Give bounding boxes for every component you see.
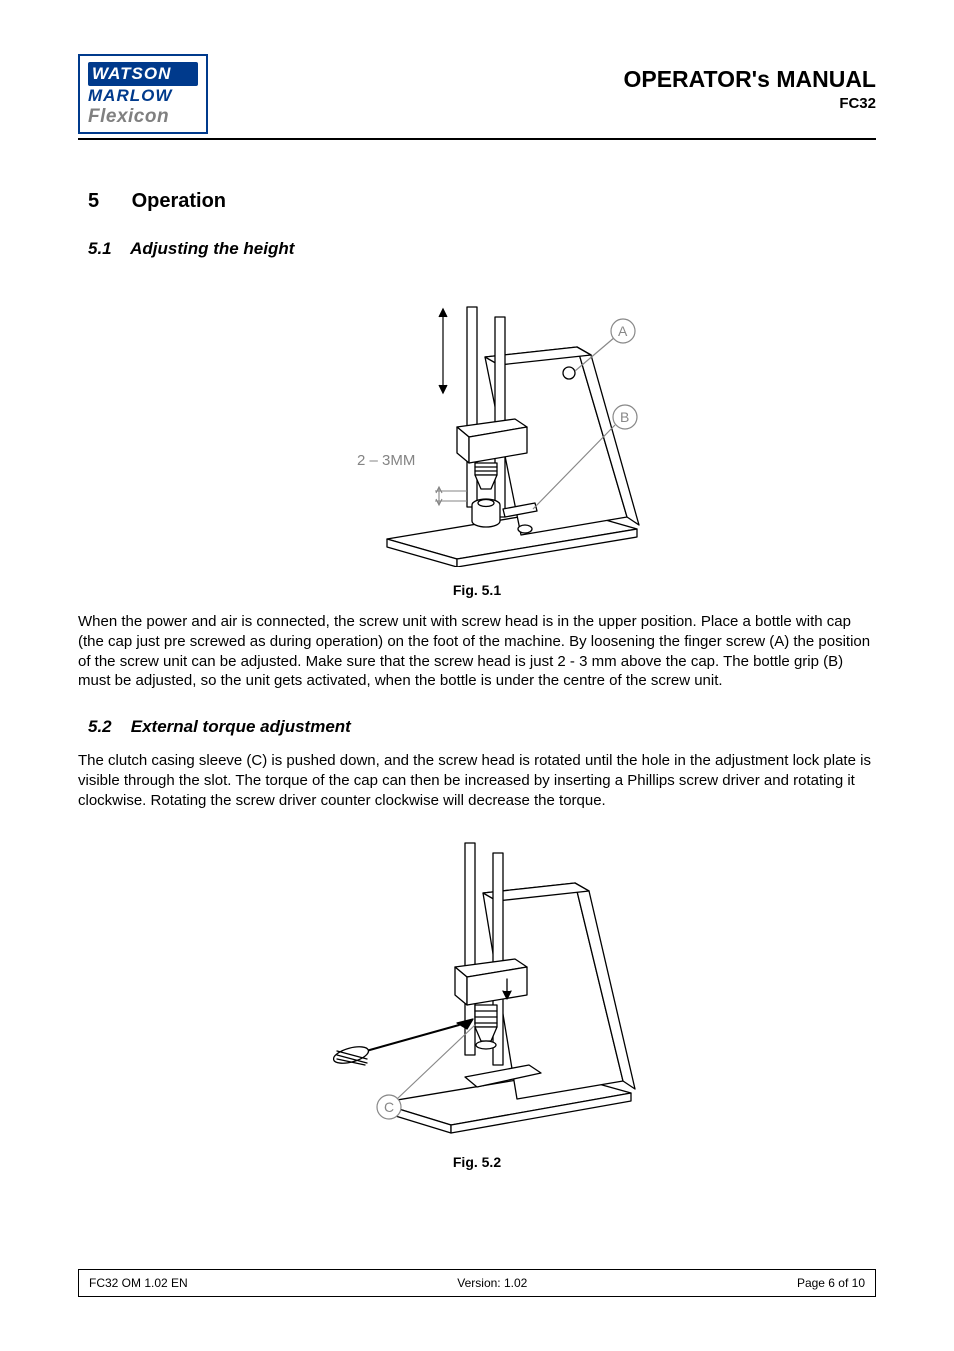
header-titles: OPERATOR's MANUAL FC32	[623, 66, 876, 112]
footer: FC32 OM 1.02 EN Version: 1.02 Page 6 of …	[78, 1269, 876, 1297]
logo-line-2: MARLOW	[88, 86, 198, 106]
subsection-5-1-heading: 5.1 Adjusting the height	[88, 239, 876, 259]
footer-left: FC32 OM 1.02 EN	[89, 1276, 188, 1290]
callout-c-label: C	[384, 1099, 394, 1115]
manual-title: OPERATOR's MANUAL	[623, 66, 876, 93]
paragraph-5-2: The clutch casing sleeve (C) is pushed d…	[78, 751, 876, 810]
callout-b-label: B	[620, 409, 629, 425]
section-title: Operation	[132, 190, 226, 212]
brand-logo: WATSON MARLOW Flexicon	[78, 54, 208, 134]
subsection-5-2-title: External torque adjustment	[131, 717, 351, 736]
figure-5-2-svg: C	[287, 829, 667, 1139]
figure-5-2: C	[78, 829, 876, 1144]
figure-5-1: 2 – 3MM A B	[78, 277, 876, 572]
subsection-5-1-title: Adjusting the height	[130, 239, 294, 258]
footer-right: Page 6 of 10	[797, 1276, 865, 1290]
header-divider	[78, 138, 876, 140]
section-number: 5	[88, 190, 126, 213]
footer-center: Version: 1.02	[188, 1276, 797, 1290]
subsection-5-2-number: 5.2	[88, 717, 126, 737]
subsection-5-2-heading: 5.2 External torque adjustment	[88, 717, 876, 737]
logo-line-3: Flexicon	[88, 106, 198, 128]
callout-a-label: A	[618, 323, 628, 339]
figure-5-1-svg: 2 – 3MM A B	[267, 277, 687, 567]
figure-5-2-caption: Fig. 5.2	[78, 1154, 876, 1170]
paragraph-5-1: When the power and air is connected, the…	[78, 612, 876, 691]
section-heading: 5 Operation	[88, 190, 876, 213]
figure-5-1-caption: Fig. 5.1	[78, 582, 876, 598]
product-code: FC32	[623, 95, 876, 112]
logo-line-1: WATSON	[88, 62, 198, 86]
dimension-text: 2 – 3MM	[357, 452, 415, 469]
page: WATSON MARLOW Flexicon OPERATOR's MANUAL…	[0, 0, 954, 1351]
header: WATSON MARLOW Flexicon OPERATOR's MANUAL…	[78, 54, 876, 134]
subsection-5-1-number: 5.1	[88, 239, 126, 259]
